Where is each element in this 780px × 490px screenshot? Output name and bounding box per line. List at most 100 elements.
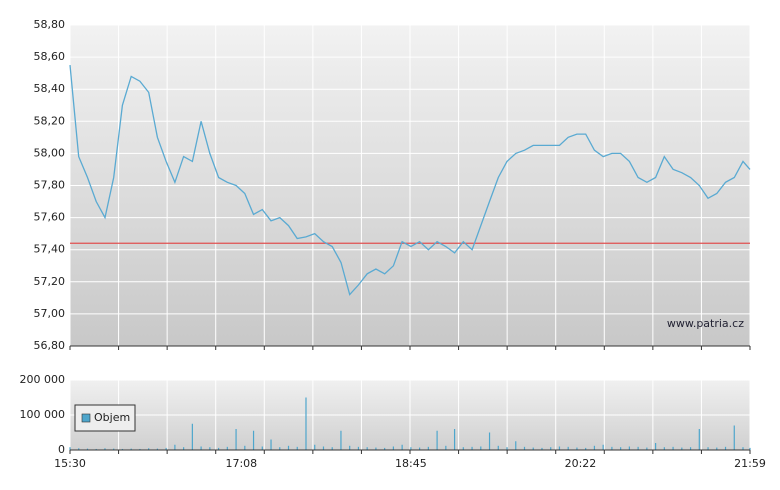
volume-bar: [209, 447, 211, 450]
y-tick-label: 100 000: [20, 408, 66, 421]
volume-bar: [585, 447, 587, 450]
volume-bar: [663, 447, 665, 450]
volume-bar: [200, 446, 202, 450]
volume-bar: [410, 447, 412, 450]
volume-bar: [366, 447, 368, 450]
volume-bar: [279, 447, 281, 450]
volume-bar: [270, 439, 272, 450]
volume-bar: [419, 447, 421, 450]
volume-bar: [480, 446, 482, 450]
volume-bar: [611, 446, 613, 450]
volume-bar: [384, 447, 386, 450]
y-tick-label: 57,80: [34, 179, 66, 192]
volume-bar: [602, 444, 604, 450]
volume-bar: [698, 429, 700, 450]
y-tick-label: 57,00: [34, 307, 66, 320]
volume-bar: [427, 446, 429, 450]
volume-bar: [558, 446, 561, 450]
volume-bar: [244, 445, 246, 450]
volume-bar: [497, 445, 499, 450]
volume-bar: [322, 446, 325, 450]
volume-bar: [453, 429, 456, 450]
volume-bar: [130, 448, 132, 450]
volume-bar: [471, 446, 473, 450]
volume-bar: [724, 446, 727, 450]
volume-bar: [78, 448, 80, 450]
volume-bar: [235, 429, 237, 450]
volume-bar: [165, 447, 167, 450]
volume-bar: [86, 448, 89, 450]
volume-bar: [541, 447, 543, 450]
volume-bar: [121, 448, 124, 450]
volume-bar: [113, 448, 115, 450]
volume-bar: [95, 448, 97, 450]
volume-bar: [174, 444, 176, 450]
volume-bar: [217, 447, 220, 450]
y-tick-label: 58,80: [34, 18, 66, 31]
y-tick-label: 200 000: [20, 373, 66, 386]
marks: 56,80 57,00 57,20 57,40 57,60 57,80 58,00 58,20…: [20, 18, 766, 470]
volume-bar: [148, 448, 150, 450]
volume-bar: [637, 446, 639, 450]
volume-bar: [392, 446, 394, 450]
volume-bar: [532, 447, 534, 450]
volume-bar: [436, 430, 438, 450]
volume-bar: [287, 445, 290, 450]
volume-bar: [506, 447, 508, 450]
volume-bar: [646, 447, 648, 450]
volume-bar: [226, 446, 228, 450]
watermark: www.patria.cz: [667, 317, 744, 330]
y-tick-label: 57,40: [34, 243, 66, 256]
volume-bar: [515, 441, 517, 450]
y-tick-label: 57,60: [34, 211, 66, 224]
volume-bar: [357, 446, 360, 450]
volume-bar: [749, 447, 751, 450]
volume-bar: [672, 446, 674, 450]
volume-bar: [183, 447, 185, 450]
volume-bar: [576, 447, 578, 450]
y-tick-label: 58,60: [34, 50, 66, 63]
volume-bar: [331, 447, 333, 450]
volume-bar: [681, 447, 683, 450]
volume-bar: [689, 447, 692, 450]
y-tick-label: 58,40: [34, 82, 66, 95]
y-tick-label: 58,20: [34, 114, 66, 127]
y-tick-label: 0: [58, 443, 65, 456]
volume-bar: [742, 447, 744, 450]
x-tick-label: 17:08: [225, 457, 257, 470]
volume-bar: [462, 447, 464, 450]
volume-bar: [401, 444, 403, 450]
volume-bar: [655, 443, 657, 450]
volume-bar: [733, 425, 735, 450]
volume-bar: [69, 447, 71, 450]
x-tick-label: 20:22: [565, 457, 597, 470]
volume-bar: [104, 448, 106, 450]
volume-bar: [620, 447, 622, 450]
volume-bar: [340, 430, 342, 450]
volume-bar: [156, 448, 159, 450]
volume-bar: [375, 447, 377, 450]
volume-bar: [716, 447, 718, 450]
volume-bar: [445, 445, 447, 450]
volume-bar: [261, 446, 263, 450]
legend-swatch: [81, 413, 91, 423]
volume-bar: [314, 444, 316, 450]
volume-bar: [296, 446, 298, 450]
x-tick-label: 18:45: [395, 457, 427, 470]
volume-bar: [593, 445, 596, 450]
x-tick-label: 15:30: [54, 457, 86, 470]
volume-bar: [628, 446, 630, 450]
volume-bar: [550, 447, 552, 450]
y-tick-label: 58,00: [34, 146, 66, 159]
volume-bar: [523, 446, 526, 450]
y-tick-label: 56,80: [34, 339, 66, 352]
volume-bar: [139, 448, 141, 450]
y-tick-label: 57,20: [34, 275, 66, 288]
volume-bar: [305, 397, 307, 450]
volume-bar: [252, 430, 255, 450]
volume-bar: [191, 423, 193, 450]
volume-bar: [567, 446, 569, 450]
x-tick-label: 21:59: [734, 457, 766, 470]
volume-bar: [349, 445, 351, 450]
